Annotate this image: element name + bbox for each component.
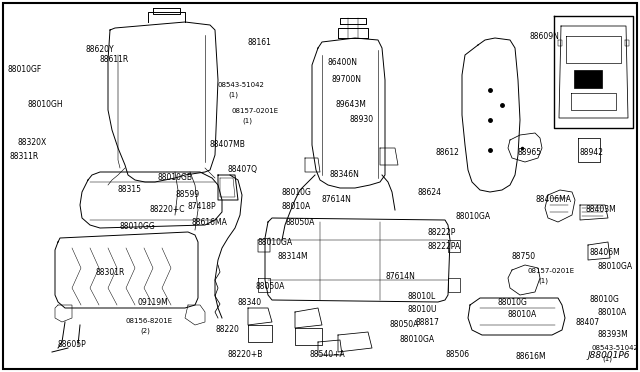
Text: 88010GA: 88010GA bbox=[400, 335, 435, 344]
Text: 88620Y: 88620Y bbox=[85, 45, 114, 54]
Text: 86400N: 86400N bbox=[328, 58, 358, 67]
Text: 88407: 88407 bbox=[575, 318, 599, 327]
Text: 88406MA: 88406MA bbox=[535, 195, 571, 204]
Text: 88750: 88750 bbox=[512, 252, 536, 261]
Text: 88010U: 88010U bbox=[408, 305, 438, 314]
Text: 88599: 88599 bbox=[175, 190, 199, 199]
Text: 89700N: 89700N bbox=[332, 75, 362, 84]
Text: 88346N: 88346N bbox=[330, 170, 360, 179]
Text: 08543-51042: 08543-51042 bbox=[218, 82, 265, 88]
Text: 88340: 88340 bbox=[238, 298, 262, 307]
Text: 88311R: 88311R bbox=[10, 152, 39, 161]
Text: 88506: 88506 bbox=[445, 350, 469, 359]
Text: (1): (1) bbox=[538, 278, 548, 285]
Text: 88220: 88220 bbox=[215, 325, 239, 334]
Text: (1): (1) bbox=[228, 92, 238, 99]
Text: 09119M: 09119M bbox=[138, 298, 169, 307]
Text: 87418P: 87418P bbox=[188, 202, 216, 211]
Text: 88616MA: 88616MA bbox=[192, 218, 228, 227]
Bar bbox=[574, 70, 602, 88]
Text: 88301R: 88301R bbox=[95, 268, 124, 277]
Text: 88010G: 88010G bbox=[498, 298, 528, 307]
Text: 88222PA: 88222PA bbox=[428, 242, 461, 251]
Text: 88010G: 88010G bbox=[282, 188, 312, 197]
Text: 88010L: 88010L bbox=[408, 292, 436, 301]
Text: 08543-51042: 08543-51042 bbox=[592, 345, 639, 351]
Text: 88010G: 88010G bbox=[590, 295, 620, 304]
Text: 88010GA: 88010GA bbox=[598, 262, 633, 271]
Text: 88965: 88965 bbox=[518, 148, 542, 157]
Text: 88010GF: 88010GF bbox=[8, 65, 42, 74]
Text: 88161: 88161 bbox=[248, 38, 272, 47]
Text: 88605P: 88605P bbox=[58, 340, 87, 349]
Text: 88315: 88315 bbox=[118, 185, 142, 194]
Text: 88010A: 88010A bbox=[282, 202, 311, 211]
Text: 08157-0201E: 08157-0201E bbox=[528, 268, 575, 274]
Text: 88406M: 88406M bbox=[590, 248, 621, 257]
Text: 88540+A: 88540+A bbox=[310, 350, 346, 359]
Text: 88220+C: 88220+C bbox=[150, 205, 186, 214]
Text: 88010GH: 88010GH bbox=[28, 100, 63, 109]
Text: 88050A: 88050A bbox=[255, 282, 284, 291]
Text: (1): (1) bbox=[242, 118, 252, 125]
Text: 88010GA: 88010GA bbox=[455, 212, 490, 221]
Text: 88612: 88612 bbox=[435, 148, 459, 157]
Text: 08157-0201E: 08157-0201E bbox=[232, 108, 279, 114]
Text: (2): (2) bbox=[140, 328, 150, 334]
Text: 88609N: 88609N bbox=[530, 32, 560, 41]
Text: 88010GA: 88010GA bbox=[258, 238, 293, 247]
Text: 88010A: 88010A bbox=[598, 308, 627, 317]
Text: 87614N: 87614N bbox=[322, 195, 352, 204]
Text: 88403M: 88403M bbox=[585, 205, 616, 214]
Text: 88624: 88624 bbox=[418, 188, 442, 197]
Text: 88611R: 88611R bbox=[100, 55, 129, 64]
Text: 89643M: 89643M bbox=[335, 100, 366, 109]
Text: 88220+B: 88220+B bbox=[228, 350, 264, 359]
Text: 88222P: 88222P bbox=[428, 228, 456, 237]
Text: 88010GB: 88010GB bbox=[158, 173, 193, 182]
Text: 88010GG: 88010GG bbox=[120, 222, 156, 231]
Text: 88407Q: 88407Q bbox=[228, 165, 258, 174]
Text: 88010A: 88010A bbox=[508, 310, 537, 319]
Text: 88930: 88930 bbox=[350, 115, 374, 124]
Text: 87614N: 87614N bbox=[385, 272, 415, 281]
Text: (1): (1) bbox=[602, 355, 612, 362]
Text: 88320X: 88320X bbox=[18, 138, 47, 147]
Text: 88942: 88942 bbox=[580, 148, 604, 157]
Text: 08156-8201E: 08156-8201E bbox=[125, 318, 172, 324]
Text: J88001P6: J88001P6 bbox=[588, 351, 630, 360]
Text: 88393M: 88393M bbox=[598, 330, 628, 339]
Text: 88050A: 88050A bbox=[285, 218, 314, 227]
Text: 88407MB: 88407MB bbox=[210, 140, 246, 149]
Text: 88817: 88817 bbox=[415, 318, 439, 327]
Text: 88616M: 88616M bbox=[515, 352, 546, 361]
Text: 88314M: 88314M bbox=[278, 252, 308, 261]
Text: 88050A: 88050A bbox=[390, 320, 419, 329]
